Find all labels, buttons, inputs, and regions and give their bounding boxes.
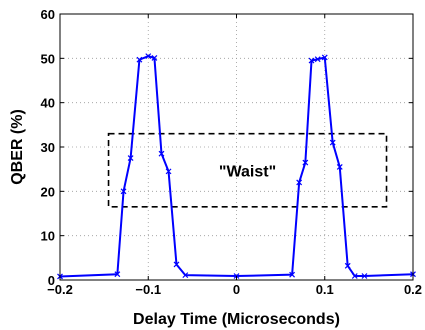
marker-stroke <box>289 271 296 278</box>
data-point-marker <box>151 54 158 61</box>
marker-stroke <box>173 261 180 268</box>
marker-stroke <box>127 155 134 162</box>
x-tick-label: 0.1 <box>316 282 334 297</box>
marker-stroke <box>336 164 343 170</box>
y-tick-label: 10 <box>41 229 55 244</box>
marker-stroke <box>120 188 127 195</box>
data-point-marker <box>114 271 121 278</box>
y-axis-title: QBER (%) <box>9 109 26 185</box>
data-point-marker <box>158 150 165 157</box>
marker-stroke <box>145 53 152 60</box>
data-point-marker <box>165 168 172 175</box>
data-point-marker <box>145 53 152 60</box>
grid <box>59 13 414 281</box>
data-point-marker <box>321 54 328 61</box>
data-point-marker <box>296 179 303 186</box>
data-point-marker <box>314 56 321 63</box>
marker-stroke <box>114 271 121 278</box>
marker-stroke <box>296 179 303 186</box>
data-point-marker <box>136 56 143 63</box>
marker-stroke <box>351 273 358 279</box>
tick-layer: −0.2 −0.1 0 0.1 0.2 0 10 20 30 40 50 60 <box>41 7 423 297</box>
marker-stroke <box>151 54 158 61</box>
x-axis-title: Delay Time (Microseconds) <box>133 311 340 328</box>
data-point-marker <box>120 188 127 195</box>
waist-label: "Waist" <box>219 163 276 180</box>
data-point-marker <box>351 273 358 279</box>
y-tick-label: 60 <box>41 7 55 22</box>
data-point-marker <box>336 164 343 170</box>
marker-stroke <box>182 272 189 279</box>
annotation-layer: "Waist" <box>107 132 388 208</box>
data-point-marker <box>361 273 368 279</box>
waist-box <box>107 132 388 208</box>
x-tick-label: 0 <box>233 282 240 297</box>
y-tick-label: 40 <box>41 96 55 111</box>
y-tick-label: 0 <box>48 273 55 288</box>
data-point-marker <box>344 262 351 269</box>
marker-stroke <box>321 54 328 61</box>
marker-stroke <box>165 168 172 175</box>
data-point-marker <box>127 155 134 162</box>
marker-stroke <box>136 56 143 63</box>
y-tick-label: 50 <box>41 51 55 66</box>
data-point-marker <box>289 271 296 278</box>
marker-stroke <box>314 56 321 63</box>
marker-stroke <box>344 262 351 269</box>
data-point-marker <box>302 159 309 166</box>
marker-stroke <box>302 159 309 166</box>
y-tick-label: 30 <box>41 140 55 155</box>
series-layer <box>57 53 416 280</box>
x-tick-label: −0.1 <box>135 282 161 297</box>
qber-series-line <box>59 55 414 278</box>
data-point-marker <box>308 57 315 64</box>
data-point-marker <box>173 261 180 268</box>
x-tick-label: 0.2 <box>404 282 422 297</box>
marker-stroke <box>308 57 315 64</box>
data-point-marker <box>329 139 336 146</box>
y-tick-label: 20 <box>41 184 55 199</box>
x-tick-label: −0.2 <box>47 282 73 297</box>
marker-stroke <box>158 150 165 157</box>
marker-stroke <box>361 273 368 279</box>
data-point-marker <box>182 272 189 279</box>
marker-stroke <box>329 139 336 146</box>
